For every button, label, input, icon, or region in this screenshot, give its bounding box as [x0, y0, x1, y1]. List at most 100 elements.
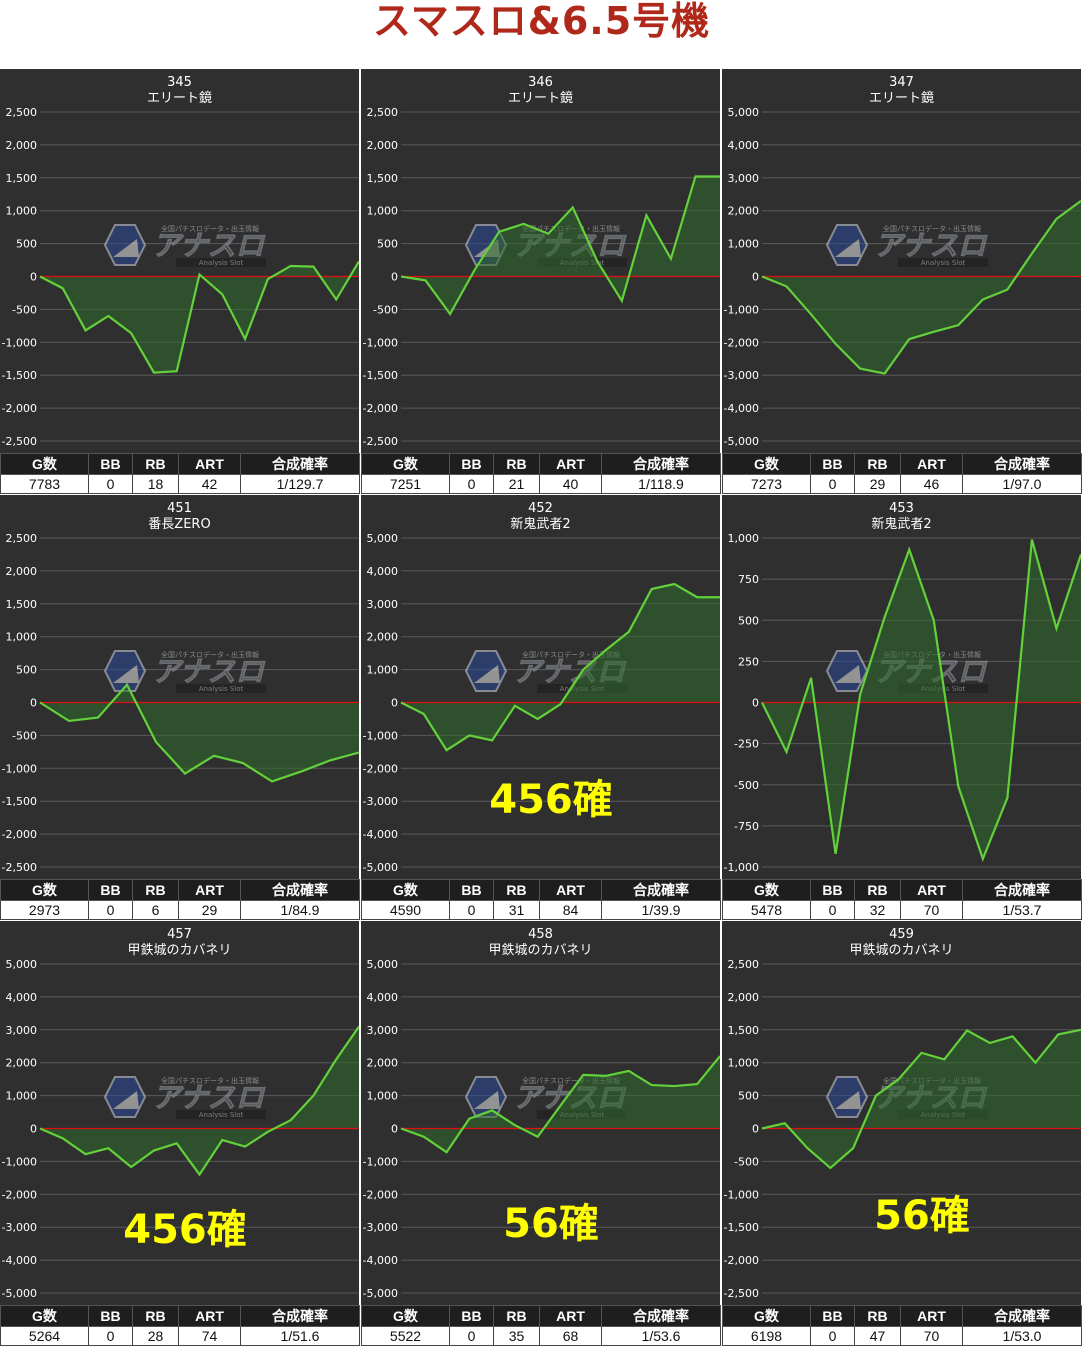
stats-cell: 31 [493, 900, 540, 920]
stats-cell: 0 [810, 1326, 855, 1346]
y-tick-label: 1,000 [6, 1090, 38, 1103]
stats-header: RB [493, 879, 540, 901]
stats-header: 合成確率 [601, 453, 721, 475]
stats-cell: 32 [854, 900, 901, 920]
y-tick-label: -2,500 [724, 1287, 759, 1300]
watermark-sub: Analysis Slot [199, 259, 244, 267]
stats-row: 5264 0 28 74 1/51.6 [0, 1326, 360, 1346]
stats-header: G数 [722, 879, 811, 901]
stats-cell: 28 [132, 1326, 179, 1346]
stats-header: BB [810, 1305, 855, 1327]
stats-header: G数 [361, 1305, 450, 1327]
y-tick-label: 2,000 [6, 1057, 38, 1070]
stats-header: ART [178, 1305, 241, 1327]
stats-cell: 70 [900, 900, 963, 920]
y-tick-label: 4,000 [367, 565, 399, 578]
setting-callout: 56確 [874, 1193, 970, 1239]
stats-header: 合成確率 [962, 453, 1082, 475]
stats-cell: 5264 [0, 1326, 89, 1346]
y-tick-label: -4,000 [363, 1254, 398, 1267]
stats-table: G数 BB RB ART 合成確率 5478 0 32 70 1/53.7 [722, 879, 1082, 920]
stats-cell: 0 [88, 900, 133, 920]
stats-header: ART [178, 879, 241, 901]
y-tick-label: 0 [391, 1123, 398, 1136]
machine-panel: 451 番長ZERO 2,500 2,000 1,500 1,000 500 0 -500 -1,… [0, 495, 360, 920]
stats-header: BB [449, 1305, 494, 1327]
machine-number: 346 [528, 75, 553, 90]
y-tick-label: -500 [734, 779, 759, 792]
stats-cell: 7783 [0, 474, 89, 494]
watermark-tagline: 全国パチスロデータ・出玉情報 [883, 224, 981, 233]
setting-callout: 56確 [503, 1201, 599, 1247]
stats-header: G数 [0, 879, 89, 901]
y-tick-label: 2,500 [6, 532, 38, 545]
stats-cell: 1/129.7 [240, 474, 360, 494]
y-tick-label: 5,000 [367, 958, 399, 971]
stats-cell: 18 [132, 474, 179, 494]
y-tick-label: 2,000 [367, 1057, 399, 1070]
y-tick-label: 2,000 [728, 991, 760, 1004]
stats-table: G数 BB RB ART 合成確率 6198 0 47 70 1/53.0 [722, 1305, 1082, 1346]
stats-cell: 1/84.9 [240, 900, 360, 920]
y-tick-label: 750 [738, 573, 759, 586]
machine-number: 457 [167, 927, 192, 942]
stats-table: G数 BB RB ART 合成確率 5522 0 35 68 1/53.6 [361, 1305, 721, 1346]
machine-name: エリート鏡 [508, 91, 573, 106]
stats-header: RB [854, 453, 901, 475]
y-tick-label: -500 [373, 303, 398, 316]
y-tick-label: 0 [30, 697, 37, 710]
stats-header: BB [810, 453, 855, 475]
watermark-tagline: 全国パチスロデータ・出玉情報 [161, 1076, 259, 1085]
y-tick-label: -3,000 [363, 1221, 398, 1234]
area-fill [40, 684, 359, 782]
y-tick-label: -4,000 [2, 1254, 37, 1267]
machine-name: 番長ZERO [148, 517, 210, 532]
y-tick-label: 2,500 [367, 106, 399, 119]
y-tick-label: -4,000 [724, 402, 759, 415]
area-fill [40, 1026, 359, 1175]
watermark-sub: Analysis Slot [921, 259, 966, 267]
y-tick-label: 1,000 [367, 664, 399, 677]
machine-name: 甲鉄城のカバネリ [127, 943, 231, 958]
y-tick-label: -5,000 [363, 861, 398, 874]
stats-cell: 40 [539, 474, 602, 494]
machine-number: 453 [889, 501, 914, 516]
stats-cell: 0 [88, 474, 133, 494]
stats-cell: 0 [449, 900, 494, 920]
y-tick-label: -1,500 [2, 369, 37, 382]
series-line [39, 1025, 359, 1177]
setting-callout: 456確 [489, 777, 613, 823]
series-line [400, 1055, 720, 1154]
area-fill [401, 176, 720, 315]
stats-header: G数 [0, 453, 89, 475]
stats-table: G数 BB RB ART 合成確率 4590 0 31 84 1/39.9 [361, 879, 721, 920]
y-tick-label: 0 [752, 1123, 759, 1136]
stats-cell: 1/97.0 [962, 474, 1082, 494]
machine-panel: 457 甲鉄城のカバネリ 5,000 4,000 3,000 2,000 1,000 0 -1,… [0, 921, 360, 1346]
y-tick-label: 1,000 [728, 1057, 760, 1070]
stats-table: G数 BB RB ART 合成確率 7251 0 21 40 1/118.9 [361, 453, 721, 494]
stats-table: G数 BB RB ART 合成確率 7783 0 18 42 1/129.7 [0, 453, 360, 494]
stats-header: 合成確率 [240, 453, 360, 475]
stats-header: BB [449, 879, 494, 901]
y-tick-label: -3,000 [363, 795, 398, 808]
stats-row: 7273 0 29 46 1/97.0 [722, 474, 1082, 494]
y-tick-label: -2,500 [2, 861, 37, 874]
machine-number: 451 [167, 501, 192, 516]
area-fill [762, 1029, 1081, 1168]
stats-row: 5522 0 35 68 1/53.6 [361, 1326, 721, 1346]
stats-header: BB [88, 1305, 133, 1327]
stats-cell: 46 [900, 474, 963, 494]
stats-header: G数 [722, 1305, 811, 1327]
y-tick-label: 4,000 [6, 991, 38, 1004]
y-tick-label: 500 [16, 664, 37, 677]
stats-header: 合成確率 [962, 1305, 1082, 1327]
stats-cell: 7251 [361, 474, 450, 494]
stats-row: 7251 0 21 40 1/118.9 [361, 474, 721, 494]
y-tick-label: 2,000 [728, 205, 760, 218]
